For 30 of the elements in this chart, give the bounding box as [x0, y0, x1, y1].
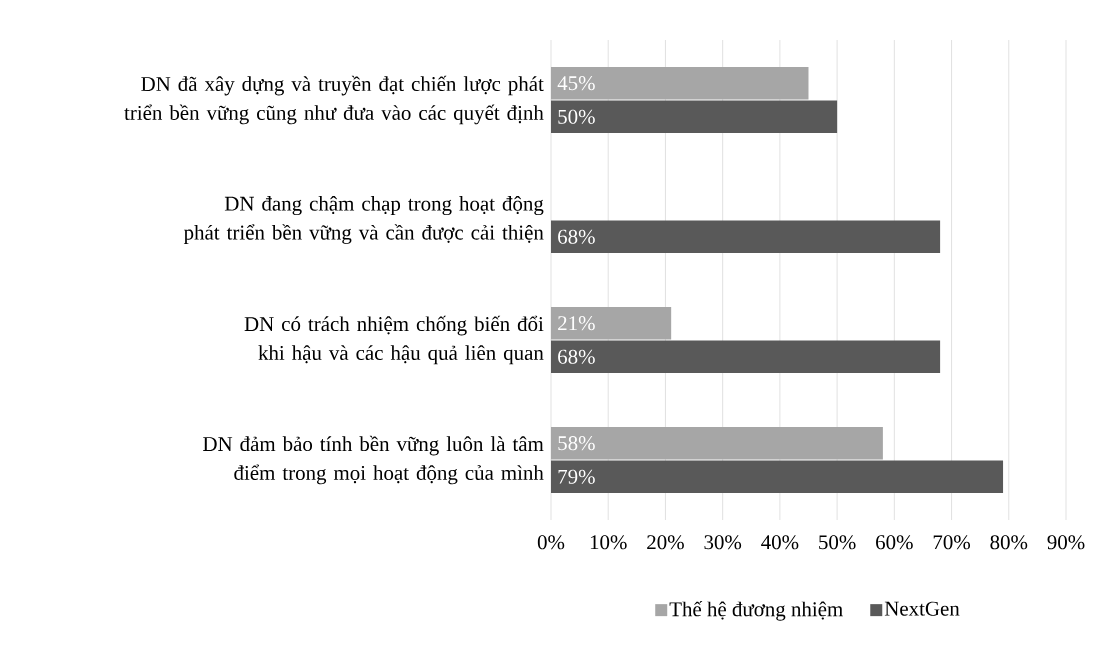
legend-label: NextGen — [884, 601, 960, 616]
x-tick-label: 50% — [819, 535, 856, 550]
data-label: 58% — [558, 436, 595, 451]
bar — [551, 100, 838, 133]
bar — [551, 220, 941, 253]
data-label: 50% — [558, 109, 595, 124]
y-tick-label: DN đang chậm chạp trong hoạt động phát triển bền vững và cần được cải thiện — [183, 196, 544, 244]
bar — [551, 67, 809, 100]
x-tick-label: 0% — [537, 535, 565, 550]
data-label: 68% — [558, 349, 595, 364]
data-label: 45% — [557, 76, 595, 91]
bar — [551, 307, 672, 340]
x-tick-label: 20% — [647, 535, 684, 550]
y-tick-label: DN đảm bảo tính bền vững luôn là tâm điểm trong mọi hoạt động của mình — [203, 435, 544, 485]
x-tick-label: 10% — [590, 535, 627, 550]
x-tick-label: 60% — [876, 535, 913, 550]
data-label: 79% — [558, 469, 595, 484]
x-tick-label: 80% — [990, 535, 1028, 550]
x-tick-label: 70% — [933, 535, 971, 550]
data-label: 68% — [558, 229, 595, 244]
data-label: 21% — [558, 316, 595, 331]
y-tick-label: DN đã xây dựng và truyền đạt chiến lược phát triển bền vững cũng như đưa vào các quyết định — [124, 75, 544, 125]
y-tick-label: DN có trách nhiệm chống biến đổi khi hậu và các hậu quả liên quan — [244, 315, 544, 365]
x-tick-label: 90% — [1047, 535, 1085, 550]
bar — [551, 340, 941, 373]
x-tick-label: 40% — [761, 535, 799, 550]
bar — [551, 460, 1004, 493]
legend-label: Thế hệ đương nhiệm — [669, 600, 843, 621]
bar — [551, 427, 883, 460]
x-tick-label: 30% — [704, 535, 742, 550]
